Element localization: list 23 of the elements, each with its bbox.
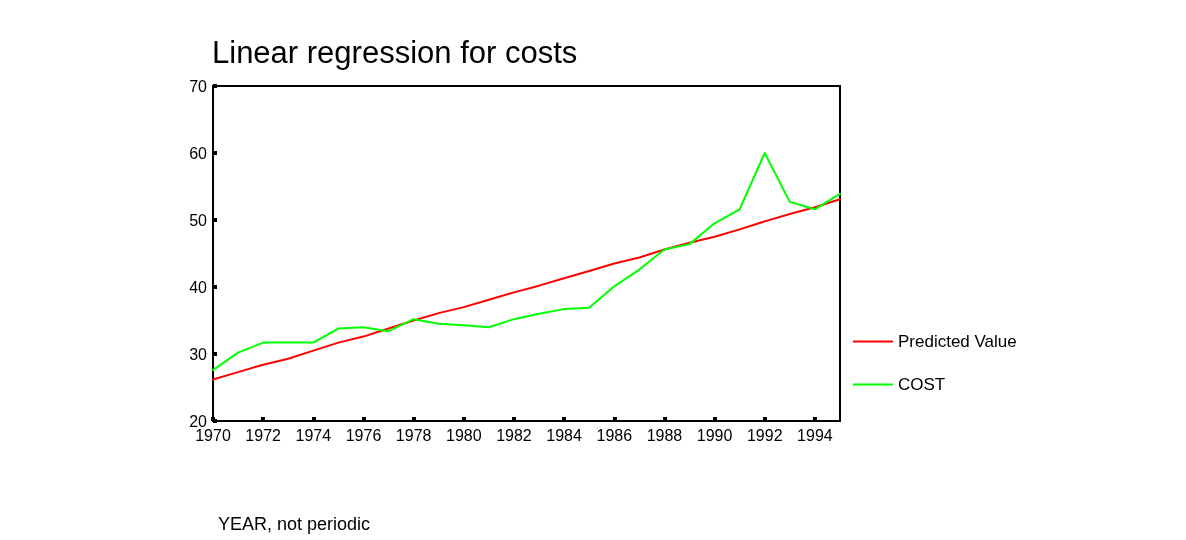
x-tick-label: 1974 [295, 426, 332, 444]
line-series [212, 152, 841, 372]
x-tick-label: 1976 [345, 426, 382, 444]
legend-label: Predicted Value [898, 332, 1017, 351]
x-tick-label: 1972 [245, 426, 282, 444]
y-tick-label: 50 [189, 211, 208, 229]
x-tick-label: 1988 [646, 426, 683, 444]
x-axis-title: YEAR, not periodic [218, 514, 371, 534]
x-tick-label: 1994 [797, 426, 833, 444]
x-tick-label: 1990 [696, 426, 733, 444]
x-tick-label: 1982 [496, 426, 532, 444]
y-tick-label: 30 [189, 345, 208, 363]
x-tick-label: 1992 [746, 426, 783, 444]
x-tick-label: 1980 [446, 426, 482, 444]
x-tick-label: 1984 [546, 426, 583, 444]
y-tick-label: 70 [189, 77, 208, 95]
chart-title: Linear regression for costs [212, 35, 578, 70]
line-series [212, 198, 841, 381]
y-tick-label: 40 [189, 278, 208, 296]
x-tick-label: 1978 [395, 426, 432, 444]
y-tick-label: 60 [189, 144, 208, 162]
x-tick-label: 1986 [596, 426, 633, 444]
legend-label: COST [898, 375, 946, 394]
